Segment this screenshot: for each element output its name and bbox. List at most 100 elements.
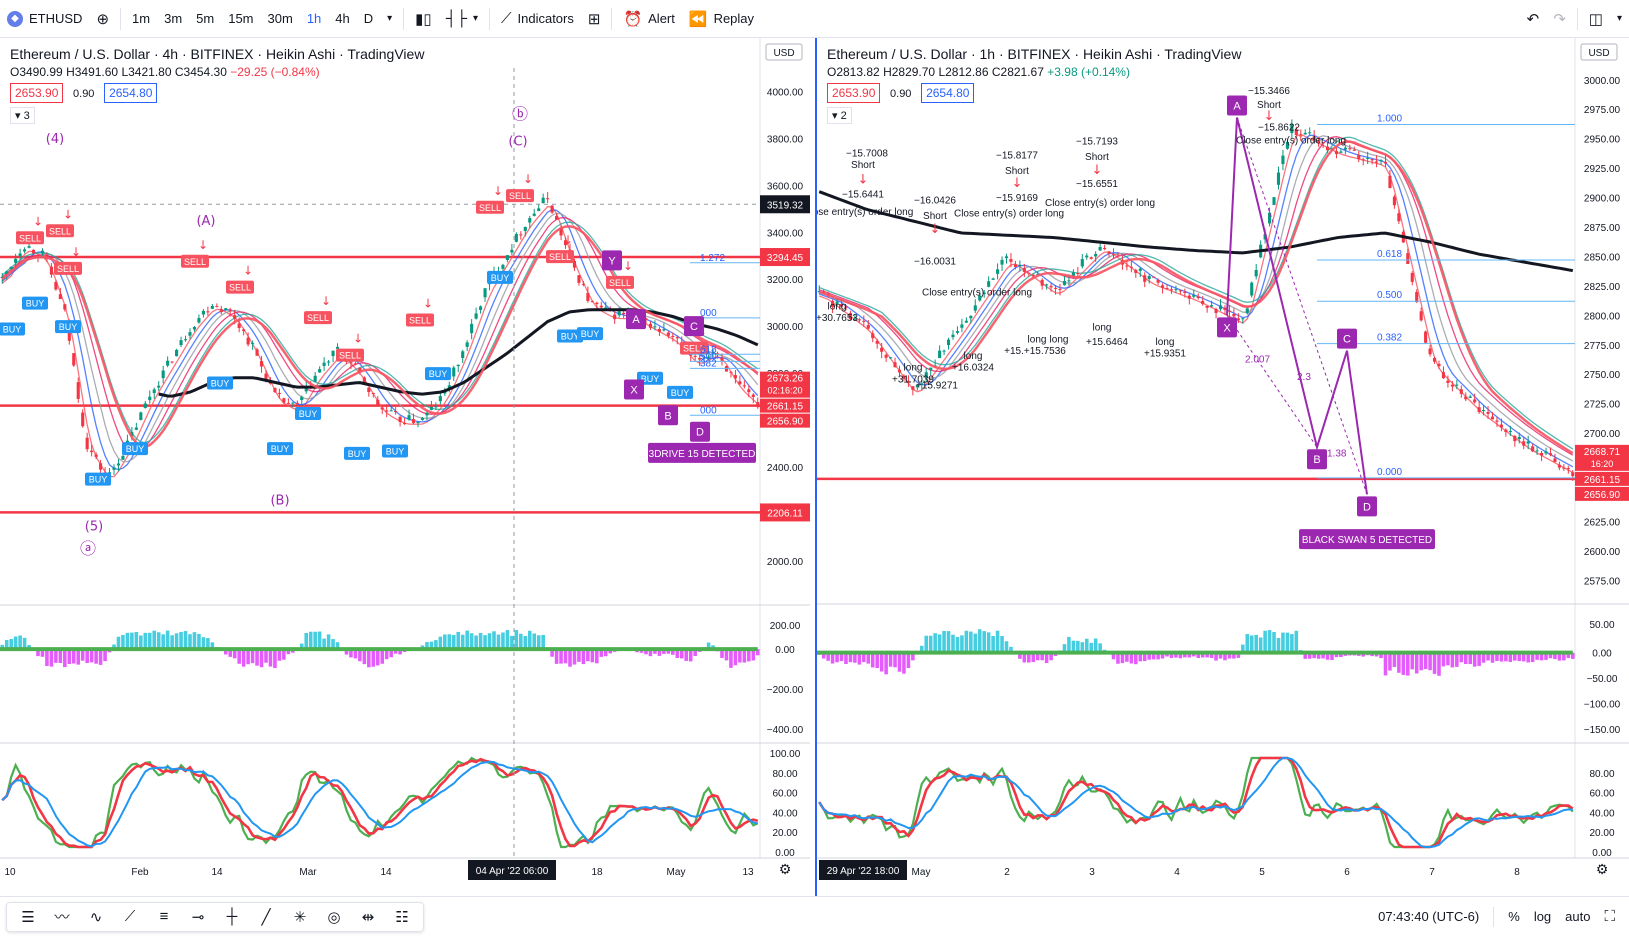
price-tick-label: 2750.00 — [1584, 370, 1621, 381]
layouts-button[interactable]: ⊞ — [581, 0, 608, 38]
menu-icon[interactable]: ☰ — [21, 908, 35, 926]
candle-body — [1152, 276, 1156, 278]
osc-histogram-bar — [742, 649, 747, 663]
candle-body — [1432, 357, 1437, 362]
layout-select-button[interactable]: ◫ — [1582, 0, 1610, 38]
buy-signal-tag — [487, 270, 513, 284]
candle-body — [1169, 289, 1174, 291]
vertical-lines-icon[interactable]: ┼ — [226, 908, 238, 925]
indicator-collapse-toggle[interactable]: ▾ 3 — [10, 107, 35, 124]
candle-body — [733, 375, 737, 379]
chart-pane-4h[interactable]: USD 4000.00 3800.00 3600.00 3400.00 3200.00 30… — [0, 38, 810, 896]
indicator-collapse-toggle[interactable]: ▾ 2 — [827, 107, 852, 124]
sell-signal-tag — [336, 348, 364, 362]
candle-body — [90, 450, 94, 453]
candle-body — [1241, 318, 1245, 320]
osc-histogram-bar — [223, 649, 228, 655]
oscillator-line — [818, 757, 1573, 848]
chart-canvas-1h[interactable]: USD3000.002975.002950.002925.002900.0028… — [817, 38, 1629, 896]
ray-icon[interactable]: ╱ — [261, 908, 271, 926]
time-tick-label: 13 — [742, 867, 754, 878]
price-tick-label: 2825.00 — [1584, 282, 1621, 293]
buy-button[interactable]: 2654.80 — [921, 83, 975, 103]
osc-histogram-bar — [1562, 652, 1566, 661]
osc-histogram-bar — [523, 635, 528, 650]
pattern-icon[interactable]: ✳ — [293, 908, 307, 926]
candle-body — [99, 463, 103, 470]
osc-histogram-bar — [1249, 635, 1254, 653]
chart-canvas-4h[interactable]: USD4000.003800.003600.003400.003200.0030… — [0, 38, 810, 896]
chart-type-button[interactable]: ┤├ ▾ — [439, 0, 485, 38]
timeframe-4h[interactable]: 4h — [335, 11, 350, 26]
wave-12345-icon[interactable]: ∿ — [89, 908, 103, 926]
more-button[interactable]: ▾ — [1610, 0, 1629, 38]
undo-button[interactable]: ↶ — [1520, 0, 1547, 38]
osc-histogram-bar — [706, 642, 711, 650]
alert-button[interactable]: ⏰ Alert — [616, 0, 681, 38]
osc-histogram-bar — [951, 634, 955, 653]
timeframe-5m[interactable]: 5m — [196, 11, 215, 26]
fullscreen-icon[interactable]: ⛶ — [1604, 908, 1615, 925]
fib-icon[interactable]: ≡ — [159, 908, 169, 925]
redo-button[interactable]: ↷ — [1546, 0, 1573, 38]
percent-toggle[interactable]: % — [1508, 909, 1520, 924]
osc-histogram-bar — [147, 632, 152, 650]
candle-body — [76, 382, 80, 399]
candle-body — [1348, 148, 1352, 150]
osc-histogram-bar — [451, 635, 456, 650]
buy-signal-label: BUY — [26, 299, 45, 309]
replay-button[interactable]: ⏪ Replay — [682, 0, 761, 38]
wave-abc-icon[interactable]: 〰 — [54, 909, 70, 926]
symbol-search[interactable]: ◆ ETHUSD — [0, 0, 89, 38]
timeframe-1m[interactable]: 1m — [132, 11, 151, 26]
bar-style-button[interactable]: ▮▯ — [408, 0, 439, 38]
compare-add-button[interactable]: ⊕ — [89, 0, 116, 38]
osc-histogram-bar — [1432, 652, 1437, 674]
strategy-annotation: long — [904, 363, 923, 374]
sell-button[interactable]: 2653.90 — [827, 83, 881, 103]
osc-histogram-bar — [1495, 652, 1499, 661]
candle-body — [1553, 458, 1557, 462]
osc-histogram-bar — [1183, 652, 1187, 658]
log-toggle[interactable]: log — [1533, 909, 1552, 924]
candle-body — [54, 282, 58, 290]
timeframe-30m[interactable]: 30m — [267, 11, 293, 26]
sell-button[interactable]: 2653.90 — [10, 83, 64, 103]
timeframe-1h[interactable]: 1h — [306, 11, 322, 26]
timeframe-15m[interactable]: 15m — [228, 11, 254, 26]
timeframe-3m[interactable]: 3m — [164, 11, 183, 26]
osc-histogram-bar — [1254, 634, 1258, 653]
time-crosshair-box — [468, 860, 556, 880]
osc-histogram-bar — [1232, 652, 1236, 659]
buy-button[interactable]: 2654.80 — [104, 83, 158, 103]
sell-signal-label: SELL — [409, 315, 431, 325]
osc-histogram-bar — [304, 633, 309, 650]
candle-body — [304, 385, 308, 392]
candle-body — [572, 260, 577, 268]
candle-body — [116, 463, 121, 466]
fib-level-label: 500 — [700, 351, 717, 362]
osc-histogram-bar — [1499, 652, 1504, 662]
osc-histogram-bar — [438, 636, 443, 650]
horizontal-line-icon[interactable]: ⊸ — [191, 908, 205, 926]
osc-histogram-bar — [201, 637, 206, 650]
osc-histogram-bar — [826, 652, 830, 661]
trend-line-icon[interactable]: ⟋ — [124, 908, 136, 925]
cycle-icon[interactable]: ◎ — [327, 908, 341, 926]
indicators-button[interactable]: ⟋ Indicators — [494, 0, 581, 38]
settings-list-icon[interactable]: ☷ — [395, 908, 409, 926]
timeframe-d[interactable]: D — [363, 11, 374, 26]
candle-body — [510, 249, 514, 253]
auto-toggle[interactable]: auto — [1565, 909, 1591, 924]
timeframe-dropdown[interactable]: ▾ — [380, 0, 399, 38]
osc-histogram-bar — [460, 634, 465, 650]
buy-signal-tag — [295, 406, 321, 420]
candle-body — [130, 432, 134, 437]
candle-body — [380, 407, 384, 410]
down-arrow-icon: ↓ — [1264, 109, 1275, 124]
range-icon[interactable]: ⇹ — [361, 908, 375, 926]
strategy-annotation: +15.6464 — [1086, 337, 1128, 348]
chart-pane-1h[interactable]: USD 3000.00 2975.00 2950.00 2925.00 2900.00 28… — [815, 38, 1629, 896]
currency-tag-box — [765, 43, 803, 61]
osc-histogram-bar — [991, 635, 995, 653]
